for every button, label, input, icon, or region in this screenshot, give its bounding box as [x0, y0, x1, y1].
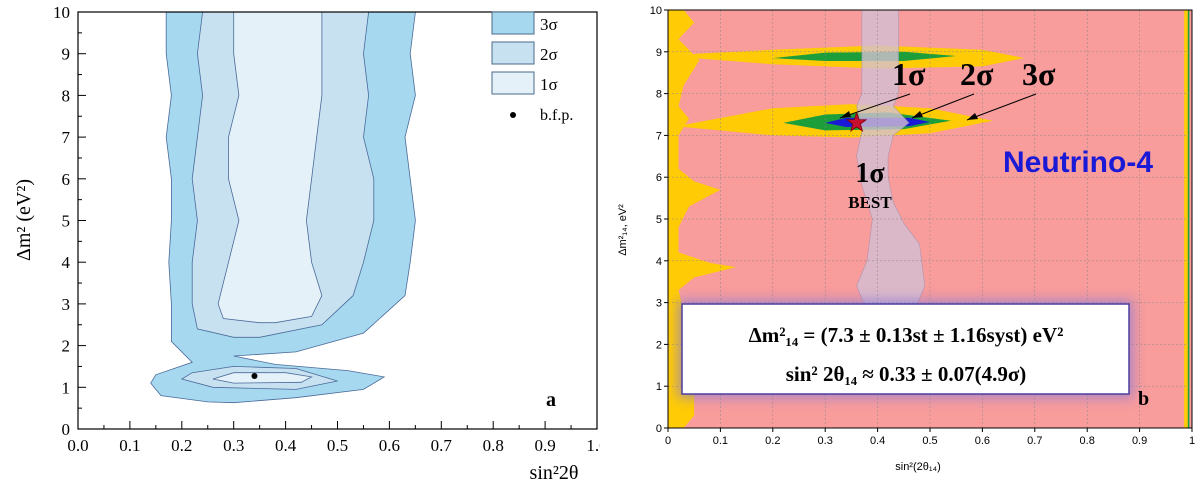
x-tick-label-b: 0.4 [870, 435, 885, 447]
legend-label-1sigma: 1σ [540, 75, 558, 94]
x-tick-label-b: 0.5 [922, 435, 937, 447]
panel-label-a: a [546, 389, 556, 411]
legend-marker-bfp [510, 112, 516, 118]
x-tick-label-a: 0.6 [379, 436, 400, 455]
annotation-3sigma: 3σ [1022, 56, 1056, 92]
legend-swatch-1sigma [491, 71, 535, 95]
formula-box [681, 303, 1130, 395]
y-tick-label-b: 6 [656, 172, 662, 184]
x-axis-label-a: sin²2θ [530, 462, 579, 484]
x-tick-label-a: 0.9 [534, 436, 555, 455]
y-tick-label-a: 9 [62, 45, 71, 64]
arrow-1sigma [839, 93, 911, 119]
x-tick-label-a: 0.0 [67, 436, 88, 455]
arrow-3sigma [966, 93, 1037, 121]
best-fit-point [251, 373, 258, 380]
x-tick-label-b: 0.2 [765, 435, 780, 447]
x-tick-label-a: 0.2 [171, 436, 192, 455]
y-tick-label-a: 4 [62, 253, 71, 272]
x-tick-label-b: 0 [665, 435, 671, 447]
y-tick-label-b: 1 [656, 381, 662, 393]
x-tick-label-a: 0.3 [223, 436, 244, 455]
legend-swatch-2sigma [491, 41, 535, 65]
axis-ticks-b: 0 0.1 0.2 0.3 0.4 0.5 0.6 0.7 0.8 0.9 101234567891… [650, 5, 1195, 447]
y-tick-label-a: 1 [62, 378, 71, 397]
x-tick-label-a: 0.5 [327, 436, 348, 455]
annotation-2sigma: 2σ [960, 56, 994, 92]
x-tick-label-a: 0.7 [431, 436, 453, 455]
arrowhead-2sigma [912, 111, 923, 118]
y-axis-label-a: Δm² (eV²) [13, 179, 35, 261]
y-tick-label-a: 3 [62, 295, 71, 314]
annotation-1sigma: 1σ [892, 56, 926, 92]
x-tick-label-b: 0.9 [1132, 435, 1147, 447]
annotation-best: BEST [848, 193, 892, 212]
x-tick-label-b: 1 [1189, 435, 1195, 447]
y-tick-label-b: 9 [656, 47, 662, 59]
y-tick-label-b: 2 [656, 339, 662, 351]
x-tick-label-b: 0.8 [1080, 435, 1095, 447]
x-tick-label-a: 1.0 [586, 436, 600, 455]
axis-ticks-a: 0.0 0.1 0.2 0.3 0.4 0.5 0.6 0.7 0.8 0.9 1.0 0 1 2 3 4 5 6… [53, 3, 600, 455]
x-tick-label-b: 0.7 [1027, 435, 1042, 447]
y-tick-label-b: 10 [650, 5, 662, 17]
region-2-band [217, 11, 323, 324]
arrow-2sigma [911, 93, 975, 119]
legend-label-3sigma: 3σ [540, 15, 558, 34]
best-fit-band [856, 9, 926, 312]
x-tick-label-a: 0.4 [275, 436, 297, 455]
chart-panel-b: 0 0.1 0.2 0.3 0.4 0.5 0.6 0.7 0.8 0.9 101234567891… [617, 5, 1195, 473]
arrowhead-1sigma [840, 111, 851, 118]
y-tick-label-a: 2 [62, 337, 71, 356]
arrowhead-3sigma [967, 113, 978, 120]
y-tick-label-b: 0 [656, 423, 662, 435]
chart-panel-a: 0.0 0.1 0.2 0.3 0.4 0.5 0.6 0.7 0.8 0.9 1.0 0 1 2 3 4 5 6… [13, 3, 600, 484]
y-tick-label-b: 5 [656, 214, 662, 226]
legend-label-bfp: b.f.p. [540, 107, 573, 124]
y-tick-label-a: 0 [62, 420, 71, 439]
formula-line-1: Δm²₁₄ = (7.3 ± 0.13st ± 1.16syst) eV² [749, 323, 1064, 347]
y-tick-label-b: 4 [656, 256, 662, 268]
x-tick-label-b: 0.3 [818, 435, 833, 447]
x-tick-label-a: 0.8 [483, 436, 504, 455]
x-axis-label-b: sin²(2θ₁₄) [895, 461, 941, 473]
y-tick-label-b: 3 [656, 298, 662, 310]
annotation-best-1sigma: 1σ [855, 158, 885, 189]
confidence-regions [150, 11, 416, 404]
chart-title-neutrino4: Neutrino-4 [1003, 146, 1153, 179]
sigma-annotations: 1σ 2σ 3σ 1σ BEST [839, 56, 1056, 212]
formula-line-2: sin² 2θ₁₄ ≈ 0.33 ± 0.07(4.9σ) [786, 362, 1027, 386]
y-tick-label-b: 7 [656, 130, 662, 142]
legend-a: 3σ 2σ 1σ b.f.p. [491, 11, 573, 124]
legend-label-2sigma: 2σ [540, 45, 558, 64]
y-tick-label-a: 6 [62, 170, 71, 189]
y-tick-label-a: 5 [62, 212, 71, 231]
y-tick-label-b: 8 [656, 89, 662, 101]
y-tick-label-a: 7 [62, 128, 71, 147]
y-axis-label-b: Δm²₁₄, eV² [617, 204, 629, 256]
y-tick-label-a: 10 [53, 3, 70, 22]
x-tick-label-a: 0.1 [119, 436, 140, 455]
best-fit-star [845, 111, 868, 132]
legend-swatch-3sigma [491, 11, 535, 35]
x-tick-label-b: 0.6 [975, 435, 990, 447]
panel-label-b: b [1138, 388, 1149, 410]
y-tick-label-a: 8 [62, 86, 71, 105]
region-2-island [212, 372, 313, 384]
x-tick-label-b: 0.1 [713, 435, 728, 447]
